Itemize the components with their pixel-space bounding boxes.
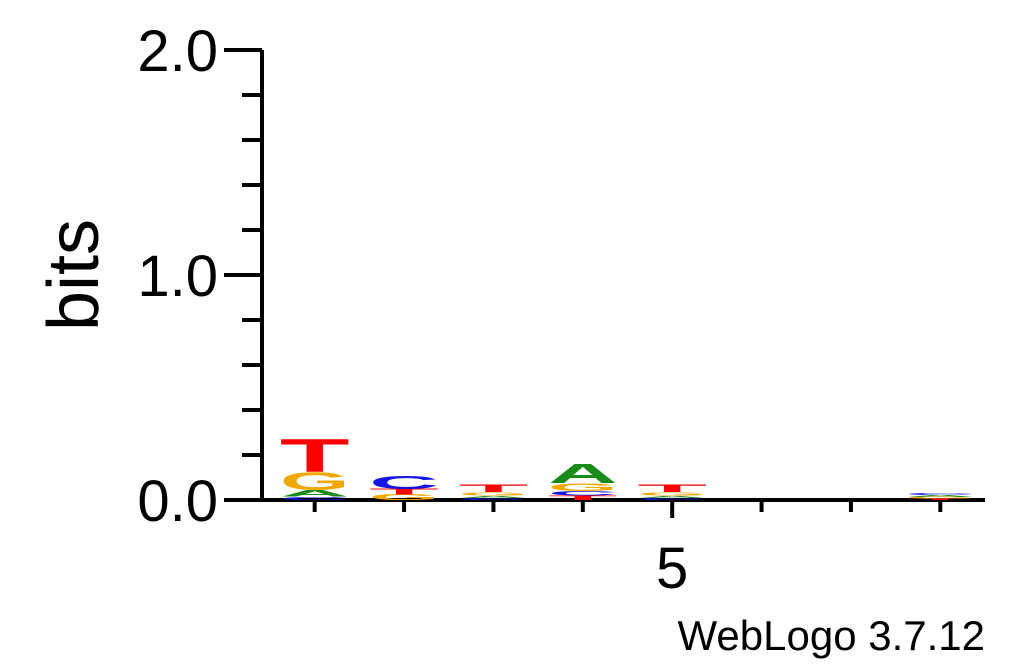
logo-letter-glyph: T xyxy=(369,487,439,496)
logo-letter-glyph: G xyxy=(905,496,975,499)
y-axis-title: bits xyxy=(34,219,114,331)
logo-letter-glyph: C xyxy=(905,492,975,496)
logo-letter-glyph: T xyxy=(548,494,618,501)
logo-letter-G: G xyxy=(459,491,529,496)
x-tick-label: 5 xyxy=(656,536,688,601)
logo-letter-glyph: T xyxy=(637,482,707,494)
logo-letter-A: A xyxy=(548,458,618,490)
logo-letter-glyph: T xyxy=(280,429,350,482)
logo-letter-G: G xyxy=(637,491,707,496)
y-tick-label: 2.0 xyxy=(137,19,218,84)
logo-letter-glyph: G xyxy=(548,481,618,493)
logo-letter-T: T xyxy=(905,498,975,500)
logo-letter-G: G xyxy=(280,467,350,495)
logo-letter-glyph: T xyxy=(459,482,529,494)
logo-letter-A: A xyxy=(905,495,975,498)
logo-letter-glyph: C xyxy=(459,497,529,501)
logo-letter-C: C xyxy=(637,497,707,501)
logo-letter-glyph: A xyxy=(280,488,350,498)
logo-letter-glyph: T xyxy=(905,498,975,500)
weblogo-credit: WebLogo 3.7.12 xyxy=(678,612,985,659)
logo-letter-C: C xyxy=(369,472,439,493)
logo-letter-A: A xyxy=(459,495,529,499)
logo-letter-glyph: A xyxy=(905,495,975,498)
logo-letter-glyph: C xyxy=(369,472,439,493)
logo-letter-T: T xyxy=(280,429,350,482)
logo-letter-G: G xyxy=(905,496,975,499)
logo-letter-glyph: C xyxy=(280,496,350,501)
logo-letter-glyph: G xyxy=(459,491,529,496)
logo-letter-glyph: A xyxy=(548,458,618,490)
logo-letter-T: T xyxy=(369,487,439,496)
logo-letter-T: T xyxy=(637,482,707,494)
logo-letter-A: A xyxy=(637,495,707,499)
logo-letter-C: C xyxy=(548,490,618,497)
logo-letter-T: T xyxy=(548,494,618,501)
logo-letter-G: G xyxy=(548,481,618,493)
y-tick-label: 0.0 xyxy=(137,469,218,534)
logo-letter-C: C xyxy=(280,496,350,501)
logo-letter-glyph: G xyxy=(280,467,350,495)
logo-letter-T: T xyxy=(459,482,529,494)
logo-letter-glyph: A xyxy=(459,495,529,499)
y-tick-label: 1.0 xyxy=(137,244,218,309)
logo-letter-G: G xyxy=(369,493,439,502)
logo-letter-A: A xyxy=(280,488,350,498)
y-axis: 0.0 1.0 2.0 xyxy=(137,19,264,534)
logo-letter-glyph: G xyxy=(637,491,707,496)
x-axis: 5 xyxy=(260,498,985,601)
logo-letter-C: C xyxy=(459,497,529,501)
logo-letter-C: C xyxy=(905,492,975,496)
logo-letter-glyph: A xyxy=(637,495,707,499)
logo-letter-glyph: G xyxy=(369,493,439,502)
logo-letter-glyph: C xyxy=(548,490,618,497)
logo-letter-glyph: C xyxy=(637,497,707,501)
